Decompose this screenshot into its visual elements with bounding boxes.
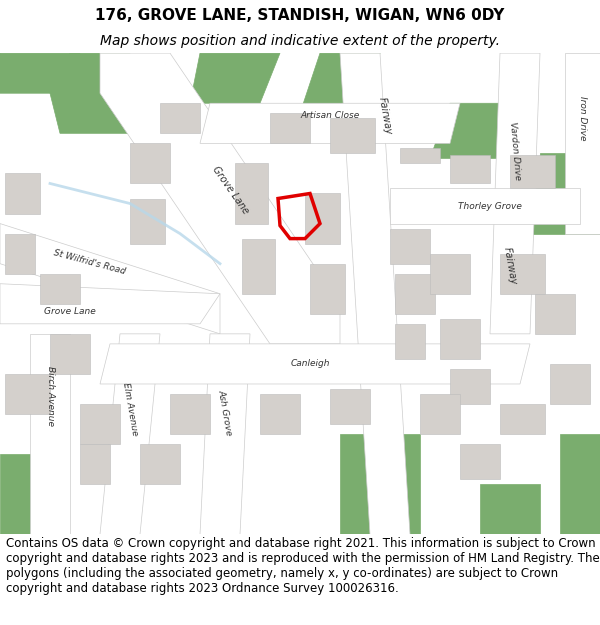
Polygon shape xyxy=(50,334,90,374)
Polygon shape xyxy=(530,153,600,234)
Polygon shape xyxy=(395,274,435,314)
Polygon shape xyxy=(260,394,300,434)
Polygon shape xyxy=(0,454,60,534)
Text: Canleigh: Canleigh xyxy=(290,359,330,368)
Polygon shape xyxy=(80,404,120,444)
Polygon shape xyxy=(490,53,540,334)
Text: Ash Grove: Ash Grove xyxy=(217,389,233,436)
Polygon shape xyxy=(0,284,220,324)
Polygon shape xyxy=(270,113,310,143)
Polygon shape xyxy=(0,53,80,93)
Polygon shape xyxy=(460,444,500,479)
Polygon shape xyxy=(395,324,425,359)
Polygon shape xyxy=(50,53,130,133)
Text: Fairway: Fairway xyxy=(377,96,393,136)
Polygon shape xyxy=(100,344,530,384)
Text: Fairway: Fairway xyxy=(502,246,518,286)
Polygon shape xyxy=(0,224,220,334)
Polygon shape xyxy=(330,389,370,424)
Polygon shape xyxy=(430,103,520,158)
Polygon shape xyxy=(500,254,545,294)
Text: Elm Avenue: Elm Avenue xyxy=(121,381,139,436)
Polygon shape xyxy=(440,319,480,359)
Text: Iron Drive: Iron Drive xyxy=(577,96,587,141)
Polygon shape xyxy=(30,334,70,534)
Polygon shape xyxy=(560,434,600,534)
Polygon shape xyxy=(480,484,540,534)
Polygon shape xyxy=(5,374,50,414)
Polygon shape xyxy=(535,294,575,334)
Text: Thorley Grove: Thorley Grove xyxy=(458,201,522,211)
Text: Grove Lane: Grove Lane xyxy=(210,164,250,216)
Polygon shape xyxy=(400,148,440,163)
Polygon shape xyxy=(430,254,470,294)
Polygon shape xyxy=(5,234,35,274)
Polygon shape xyxy=(100,334,160,534)
Polygon shape xyxy=(40,274,80,304)
Polygon shape xyxy=(420,394,460,434)
Polygon shape xyxy=(140,444,180,484)
Text: Birch Avenue: Birch Avenue xyxy=(46,366,55,426)
Polygon shape xyxy=(510,156,555,189)
Polygon shape xyxy=(160,103,200,133)
Polygon shape xyxy=(330,118,375,153)
Polygon shape xyxy=(450,369,490,404)
Polygon shape xyxy=(550,364,590,404)
Polygon shape xyxy=(500,404,545,434)
Polygon shape xyxy=(565,53,600,234)
Text: Contains OS data © Crown copyright and database right 2021. This information is : Contains OS data © Crown copyright and d… xyxy=(6,537,600,595)
Polygon shape xyxy=(390,189,580,224)
Polygon shape xyxy=(235,163,268,224)
Polygon shape xyxy=(130,199,165,244)
Polygon shape xyxy=(340,434,420,534)
Polygon shape xyxy=(100,53,340,344)
Text: St Wilfrid's Road: St Wilfrid's Road xyxy=(53,248,127,276)
Polygon shape xyxy=(170,394,210,434)
Polygon shape xyxy=(390,229,430,264)
Polygon shape xyxy=(190,53,280,103)
Polygon shape xyxy=(200,103,460,143)
Text: Map shows position and indicative extent of the property.: Map shows position and indicative extent… xyxy=(100,34,500,48)
Text: Grove Lane: Grove Lane xyxy=(44,307,96,316)
Polygon shape xyxy=(340,53,410,534)
Polygon shape xyxy=(310,264,345,314)
Polygon shape xyxy=(450,156,490,184)
Polygon shape xyxy=(300,53,380,113)
Polygon shape xyxy=(130,143,170,184)
Polygon shape xyxy=(305,194,340,244)
Polygon shape xyxy=(242,239,275,294)
Text: Artisan Close: Artisan Close xyxy=(301,111,359,120)
Text: Vardon Drive: Vardon Drive xyxy=(508,121,522,181)
Polygon shape xyxy=(80,444,110,484)
Text: 176, GROVE LANE, STANDISH, WIGAN, WN6 0DY: 176, GROVE LANE, STANDISH, WIGAN, WN6 0D… xyxy=(95,8,505,23)
Polygon shape xyxy=(5,173,40,214)
Polygon shape xyxy=(200,334,250,534)
